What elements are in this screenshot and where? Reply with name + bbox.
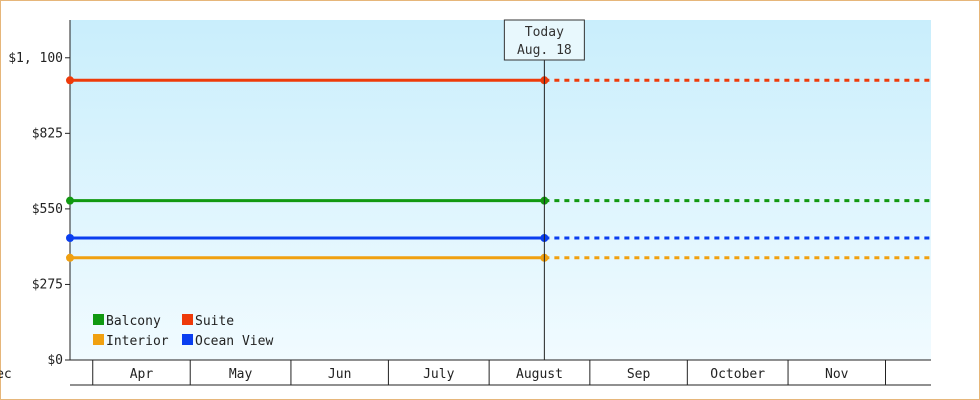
- legend-label-interior: Interior: [106, 334, 169, 349]
- month-label-dec: Dec: [0, 367, 12, 382]
- legend-swatch-interior: [93, 334, 104, 345]
- month-label-may: May: [229, 367, 253, 382]
- legend-label-suite: Suite: [195, 314, 234, 329]
- month-label-august: August: [516, 367, 563, 382]
- y-tick-label-3: $825: [32, 126, 63, 141]
- series-point-start-ocean-view: [66, 234, 74, 243]
- legend-label-balcony: Balcony: [106, 314, 161, 329]
- month-label-apr: Apr: [130, 367, 154, 382]
- y-tick-label-1: $275: [32, 277, 63, 292]
- today-label-line1: Today: [525, 25, 564, 40]
- legend-label-ocean-view: Ocean View: [195, 334, 273, 349]
- legend-swatch-ocean-view: [182, 334, 193, 345]
- month-label-jun: Jun: [328, 367, 351, 382]
- month-label-october: October: [710, 367, 765, 382]
- series-point-start-balcony: [66, 196, 74, 205]
- y-tick-label-2: $550: [32, 202, 63, 217]
- month-label-july: July: [423, 367, 454, 382]
- y-tick-label-4: $1, 100: [8, 51, 63, 66]
- month-label-nov: Nov: [825, 367, 849, 382]
- today-label-box: [503, 19, 585, 61]
- month-label-sep: Sep: [627, 367, 651, 382]
- plot-area: [70, 20, 931, 360]
- series-point-start-interior: [66, 253, 74, 262]
- series-point-start-suite: [66, 76, 74, 85]
- today-label-line2: Aug. 18: [517, 43, 572, 58]
- legend-swatch-suite: [182, 314, 193, 325]
- y-tick-label-0: $0: [47, 353, 63, 368]
- legend-swatch-balcony: [93, 314, 104, 325]
